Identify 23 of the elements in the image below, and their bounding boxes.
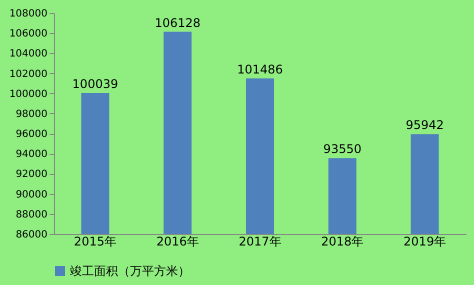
- y-tick-label: 94000: [16, 149, 48, 160]
- y-tick-label: 102000: [9, 68, 48, 80]
- y-tick-label: 108000: [9, 8, 48, 20]
- y-tick-label: 104000: [9, 48, 48, 60]
- data-label: 106128: [154, 16, 201, 30]
- x-tick-label: 2015年: [74, 234, 116, 248]
- x-tick-label: 2017年: [238, 234, 282, 248]
- legend-label: 竣工面积（万平方米）: [70, 264, 190, 278]
- y-tick-label: 86000: [16, 230, 48, 240]
- y-tick-label: 92000: [16, 169, 48, 180]
- y-tick-label: 98000: [16, 108, 48, 120]
- x-tick-label: 2019年: [404, 234, 446, 248]
- y-tick-label: 96000: [16, 129, 48, 140]
- x-tick-label: 2016年: [156, 234, 199, 248]
- data-label: 93550: [323, 142, 362, 156]
- y-tick-label: 90000: [16, 189, 48, 200]
- x-tick-label: 2018年: [321, 234, 364, 248]
- data-label: 95942: [406, 118, 444, 132]
- y-tick-label: 88000: [16, 209, 48, 220]
- y-tick-label: 106000: [9, 28, 48, 40]
- data-label: 101486: [237, 62, 283, 76]
- y-tick-label: 100000: [9, 88, 48, 100]
- data-label: 100039: [72, 76, 118, 91]
